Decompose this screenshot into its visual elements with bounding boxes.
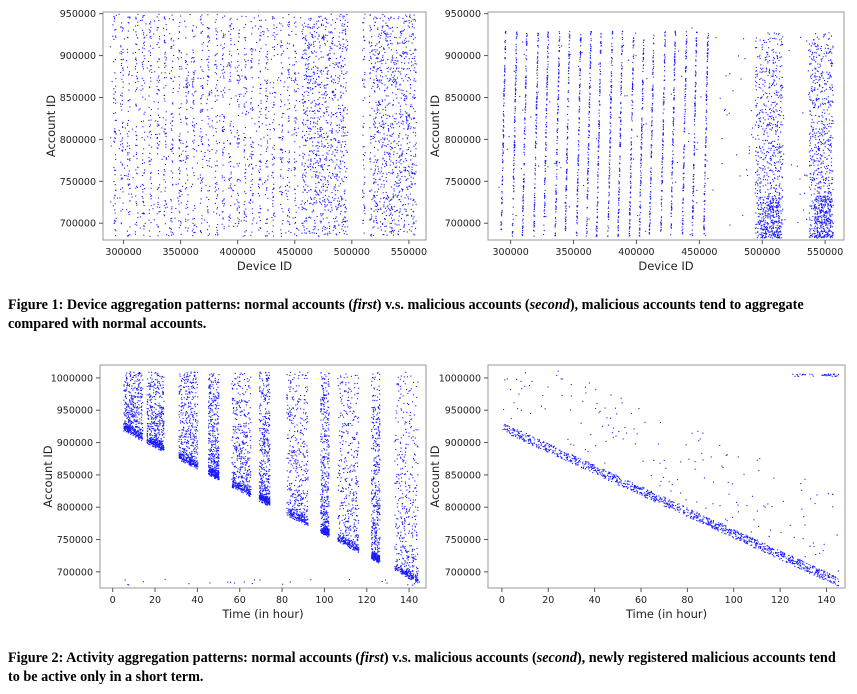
- figure1-em-second: second: [529, 297, 570, 313]
- y-tick-label: 900000: [57, 438, 93, 449]
- figure1-text-a: Device aggregation patterns: normal acco…: [66, 297, 354, 313]
- x-tick-label: 80: [276, 595, 288, 606]
- y-axis-title: Account ID: [44, 95, 58, 157]
- x-tick-label: 550000: [391, 247, 427, 258]
- y-tick-label: 900000: [445, 438, 481, 449]
- scatter-points: [502, 370, 840, 586]
- y-tick-label: 850000: [445, 470, 481, 481]
- y-tick-label: 700000: [60, 219, 96, 230]
- y-tick-label: 900000: [60, 51, 96, 62]
- x-tick-label: 20: [149, 595, 161, 606]
- x-axis-title: Device ID: [638, 259, 693, 273]
- x-tick-label: 300000: [493, 247, 529, 258]
- x-tick-label: 350000: [162, 247, 198, 258]
- y-axis-title: Account ID: [430, 95, 442, 157]
- x-tick-label: 400000: [220, 247, 256, 258]
- x-tick-label: 100: [315, 595, 333, 606]
- figure1-text-c: ), malicious accounts tend to aggregate …: [8, 297, 804, 332]
- y-axis: 700000 750000 800000 850000 900000 950000 1000…: [51, 373, 100, 578]
- x-tick-label: 500000: [334, 247, 370, 258]
- y-tick-label: 850000: [445, 93, 481, 104]
- x-tick-label: 300000: [105, 247, 141, 258]
- x-tick-label: 100: [725, 595, 743, 606]
- fig1-normal-chart: 300000 350000 400000 450000 500000 550000 7000…: [44, 9, 427, 273]
- figure2-em-second: second: [536, 650, 577, 666]
- y-tick-label: 700000: [57, 567, 93, 578]
- x-tick-label: 350000: [555, 247, 591, 258]
- y-tick-label: 950000: [445, 406, 481, 417]
- x-axis: 300000 350000 400000 450000 500000 550000: [105, 240, 427, 258]
- y-tick-label: 750000: [445, 177, 481, 188]
- y-tick-label: 700000: [445, 219, 481, 230]
- y-tick-label: 800000: [445, 503, 481, 514]
- figure1-text-b: ) v.s. malicious accounts (: [376, 297, 530, 313]
- figure2-caption: Figure 2: Activity aggregation patterns:…: [8, 649, 850, 687]
- x-tick-label: 400000: [618, 247, 654, 258]
- figure1-em-first: first: [353, 297, 377, 313]
- x-tick-label: 40: [589, 595, 601, 606]
- y-tick-label: 950000: [445, 9, 481, 20]
- y-tick-label: 900000: [445, 51, 481, 62]
- x-axis-title: Time (in hour): [625, 607, 707, 621]
- x-tick-label: 80: [681, 595, 693, 606]
- x-tick-label: 500000: [744, 247, 780, 258]
- figure2-text-c: ), newly registered malicious accounts t…: [8, 650, 836, 685]
- x-axis: 0 20 40 60 80 100 120 140: [499, 588, 836, 606]
- x-tick-label: 0: [110, 595, 116, 606]
- figure2-label: Figure 2:: [8, 650, 64, 666]
- y-axis: 700000 750000 800000 850000 900000 950000: [445, 9, 488, 230]
- y-tick-label: 950000: [60, 9, 96, 20]
- scatter-points: [109, 13, 417, 237]
- y-axis-title: Account ID: [430, 445, 442, 507]
- figure2-text-a: Activity aggregation patterns: normal ac…: [66, 650, 361, 666]
- y-tick-label: 800000: [445, 135, 481, 146]
- y-tick-label: 750000: [445, 535, 481, 546]
- x-axis: 0 20 40 60 80 100 120 140: [110, 588, 418, 606]
- y-tick-label: 850000: [60, 93, 96, 104]
- y-tick-label: 850000: [57, 470, 93, 481]
- fig2-malicious-chart: 0 20 40 60 80 100 120 140 700000 750000 800000 8500…: [430, 364, 846, 621]
- x-tick-label: 20: [542, 595, 554, 606]
- scatter-points: [123, 371, 420, 586]
- figure1-caption: Figure 1: Device aggregation patterns: n…: [8, 296, 850, 334]
- scatter-points: [498, 27, 834, 239]
- y-tick-label: 800000: [60, 135, 96, 146]
- plot-frame: [487, 364, 846, 589]
- figure1-label: Figure 1:: [8, 297, 64, 313]
- y-axis: 700000 750000 800000 850000 900000 950000 1000…: [439, 373, 488, 578]
- x-axis-title: Device ID: [237, 259, 292, 273]
- x-tick-label: 450000: [681, 247, 717, 258]
- x-axis: 300000 350000 400000 450000 500000 550000: [493, 240, 843, 258]
- y-tick-label: 950000: [57, 406, 93, 417]
- fig1-malicious-chart: 300000 350000 400000 450000 500000 550000 7000…: [430, 9, 845, 273]
- y-tick-label: 1000000: [439, 373, 481, 384]
- x-axis-title: Time (in hour): [221, 607, 303, 621]
- x-tick-label: 550000: [807, 247, 843, 258]
- y-tick-label: 800000: [57, 503, 93, 514]
- x-tick-label: 140: [400, 595, 418, 606]
- y-axis-title: Account ID: [41, 445, 55, 507]
- x-tick-label: 60: [635, 595, 647, 606]
- figure2-em-first: first: [360, 650, 384, 666]
- x-tick-label: 120: [358, 595, 376, 606]
- x-tick-label: 40: [191, 595, 203, 606]
- y-tick-label: 1000000: [51, 373, 93, 384]
- x-tick-label: 450000: [277, 247, 313, 258]
- y-tick-label: 750000: [60, 177, 96, 188]
- x-tick-label: 120: [771, 595, 789, 606]
- y-tick-label: 700000: [445, 567, 481, 578]
- x-tick-label: 140: [817, 595, 835, 606]
- x-tick-label: 0: [499, 595, 505, 606]
- x-tick-label: 60: [234, 595, 246, 606]
- y-tick-label: 750000: [57, 535, 93, 546]
- y-axis: 700000 750000 800000 850000 900000 950000: [60, 9, 103, 230]
- fig2-normal-chart: 0 20 40 60 80 100 120 140 700000 750000 800000 8500…: [41, 364, 427, 621]
- figure2-text-b: ) v.s. malicious accounts (: [383, 650, 537, 666]
- plot-frame: [487, 11, 845, 241]
